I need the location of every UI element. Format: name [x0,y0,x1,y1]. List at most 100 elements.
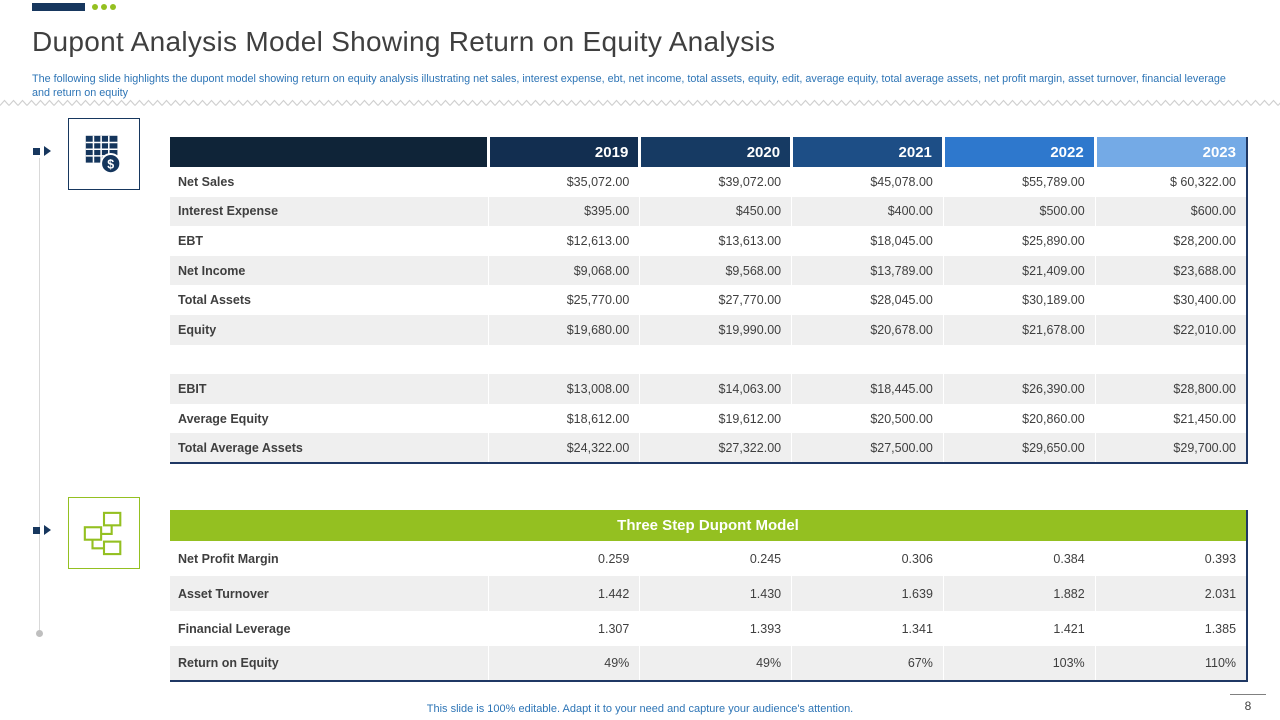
dupont-model-title: Three Step Dupont Model [170,510,1248,541]
cell-value: 0.393 [1094,541,1248,576]
left-guide-line [39,158,40,632]
table-row: Total Average Assets $24,322.00 $27,322.00… [170,433,1247,463]
table-row: Total Assets $25,770.00 $27,770.00 $28,045.… [170,285,1247,315]
year-column-header: 2019 [486,137,640,167]
cell-value: $20,860.00 [942,403,1096,434]
cell-value: $500.00 [942,196,1096,227]
cell-value: 0.259 [487,541,640,576]
row-label: Total Average Assets [178,440,303,455]
cell-value: $45,078.00 [791,167,944,197]
cell-value: 1.882 [942,576,1096,611]
year-column-header: 2020 [638,137,792,167]
cell-value: $18,045.00 [791,226,944,256]
cell-value: $30,400.00 [1094,285,1247,315]
cell-value: 1.307 [487,611,640,646]
row-label: Net Income [178,263,246,278]
cell-value: $400.00 [791,196,944,227]
row-label: Net Sales [178,174,235,189]
cell-value: 1.341 [791,611,944,646]
financials-table: 2019 2020 2021 2022 2023 Net Sales $35,072.00… [170,137,1248,464]
top-accent-bar [32,3,85,11]
table-row: Financial Leverage 1.307 1.393 1.341 1.421 1.… [170,611,1248,646]
cell-value: $23,688.00 [1094,255,1247,286]
cell-value: $395.00 [487,196,640,227]
table-row: Return on Equity 49% 49% 67% 103% 110% [170,646,1248,681]
row-label: Return on Equity [178,656,279,670]
bullet-arrow-icon [44,146,51,156]
financial-table-icon: $ [68,118,140,190]
cell-value: 49% [487,646,640,681]
cell-value: $18,612.00 [487,403,640,434]
cell-value: $27,500.00 [791,433,944,463]
accent-dots [92,4,116,10]
table-row: Net Income $9,068.00 $9,568.00 $13,789.00 $2… [170,255,1247,286]
row-label: Financial Leverage [178,621,291,636]
cell-value: $39,072.00 [639,167,792,197]
cell-value: $19,990.00 [639,314,792,345]
dupont-header-row: Three Step Dupont Model [170,510,1248,541]
bullet-square [33,147,40,155]
table-row [170,344,1247,375]
cell-value: 67% [791,646,944,681]
cell-value: $13,789.00 [791,255,944,286]
cell-value: $29,700.00 [1094,433,1247,463]
cell-value: $13,008.00 [487,374,640,404]
cell-value: $12,613.00 [487,226,640,256]
cell-value: $600.00 [1094,196,1247,227]
cell-value: $30,189.00 [942,285,1096,315]
cell-value: $28,200.00 [1094,226,1247,256]
cell-value: $21,409.00 [942,255,1096,286]
cell-value: $21,450.00 [1094,403,1247,434]
row-label: Equity [178,322,217,337]
table-row: EBT $12,613.00 $13,613.00 $18,045.00 $25,890… [170,226,1247,256]
cell-value: 2.031 [1094,576,1248,611]
cell-value: 1.421 [942,611,1096,646]
zigzag-divider [0,94,1280,112]
cell-value: $19,680.00 [487,314,640,345]
cell-value: $20,678.00 [791,314,944,345]
cell-value: $14,063.00 [639,374,792,404]
row-label: EBT [178,233,203,248]
bullet-square [33,526,40,534]
cell-value: $450.00 [639,196,792,227]
row-label: Asset Turnover [178,586,269,601]
year-column-header: 2021 [790,137,944,167]
cell-value: 103% [942,646,1096,681]
cell-value [487,344,640,375]
cell-value [791,344,944,375]
cell-value: $29,650.00 [942,433,1096,463]
slide-subtitle: The following slide highlights the dupon… [32,73,1226,100]
cell-value: 0.306 [791,541,944,576]
table-row: Average Equity $18,612.00 $19,612.00 $20,50… [170,403,1247,434]
cell-value: $27,322.00 [639,433,792,463]
cell-value: 1.430 [639,576,792,611]
row-label: Average Equity [178,411,269,426]
flowchart-icon [68,497,140,569]
cell-value: 110% [1094,646,1248,681]
bullet-arrow-icon [44,525,51,535]
cell-value [1094,344,1247,375]
cell-value: 49% [639,646,792,681]
cell-value: $28,800.00 [1094,374,1247,404]
accent-dot [101,4,107,10]
cell-value: $28,045.00 [791,285,944,315]
cell-value: $27,770.00 [639,285,792,315]
cell-value: 1.393 [639,611,792,646]
accent-dot [92,4,98,10]
cell-value: $25,890.00 [942,226,1096,256]
cell-value: $9,568.00 [639,255,792,286]
row-label: Interest Expense [178,204,279,219]
page-title: Dupont Analysis Model Showing Return on … [32,26,776,57]
cell-value: $24,322.00 [487,433,640,463]
row-label [170,345,488,375]
cell-value: $55,789.00 [942,167,1096,197]
table-row: Net Sales $35,072.00 $39,072.00 $45,078.00 $… [170,167,1247,197]
table-corner-cell [170,137,488,167]
svg-text:$: $ [107,157,114,171]
table-row: Asset Turnover 1.442 1.430 1.639 1.882 2.031 [170,576,1248,611]
table-row: Interest Expense $395.00 $450.00 $400.00 $50… [170,196,1247,227]
row-label: Net Profit Margin [178,551,279,566]
cell-value: 1.639 [791,576,944,611]
table-row: Net Profit Margin 0.259 0.245 0.306 0.384 0.3… [170,541,1248,576]
row-label: EBIT [178,381,207,396]
